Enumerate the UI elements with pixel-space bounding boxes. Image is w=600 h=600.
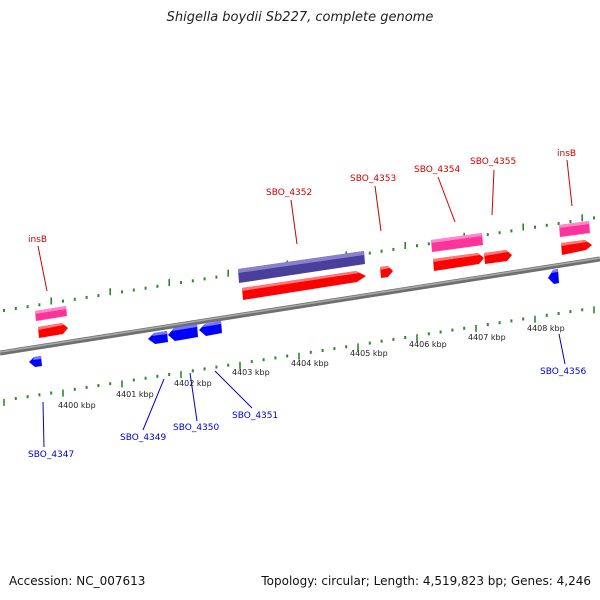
ticks-lower xyxy=(3,306,595,406)
tick-label-4407: 4407 kbp xyxy=(468,333,506,342)
gene-label-SBO_4356[interactable]: SBO_4356 xyxy=(540,367,586,377)
gene-label-SBO_4354[interactable]: SBO_4354 xyxy=(414,165,460,175)
tick-label-4408: 4408 kbp xyxy=(527,324,565,333)
tick-label-4400: 4400 kbp xyxy=(58,401,96,410)
tick-label-4403: 4403 kbp xyxy=(232,368,270,377)
gene-label-SBO_4352[interactable]: SBO_4352 xyxy=(266,188,312,198)
gene-label-insB-left[interactable]: insB xyxy=(28,235,47,245)
gene-reverse-SBO_4350[interactable] xyxy=(168,324,198,341)
pink-feature-insB-right[interactable] xyxy=(559,221,590,237)
map-title: Shigella boydii Sb227, complete genome xyxy=(166,10,434,25)
gene-label-SBO_4349[interactable]: SBO_4349 xyxy=(120,433,166,443)
gene-label-insB-right[interactable]: insB xyxy=(557,149,576,159)
gene-reverse-SBO_4351[interactable] xyxy=(199,321,222,336)
tick-label-4406: 4406 kbp xyxy=(409,340,447,349)
genome-backbone-highlight xyxy=(0,257,600,353)
gene-reverse-SBO_4356[interactable] xyxy=(548,269,559,284)
gene-forward-SBO_4354[interactable] xyxy=(433,253,484,271)
gene-forward-SBO_4355[interactable] xyxy=(484,250,512,264)
genome-backbone xyxy=(0,256,600,356)
gene-forward-insB-left[interactable] xyxy=(38,323,68,338)
gene-label-SBO_4355[interactable]: SBO_4355 xyxy=(470,157,516,167)
purple-feature-SBO_4352[interactable] xyxy=(238,251,365,283)
pink-feature-SBO_4354[interactable] xyxy=(431,233,483,252)
gene-reverse-SBO_4349[interactable] xyxy=(148,331,168,344)
gene-label-SBO_4351[interactable]: SBO_4351 xyxy=(232,411,278,421)
gene-label-SBO_4353[interactable]: SBO_4353 xyxy=(350,174,396,184)
tick-label-4401: 4401 kbp xyxy=(116,390,154,399)
gene-label-SBO_4350[interactable]: SBO_4350 xyxy=(173,423,219,433)
tick-label-4402: 4402 kbp xyxy=(174,379,212,388)
tick-label-4405: 4405 kbp xyxy=(350,349,388,358)
label-leaders xyxy=(37,159,573,448)
gene-label-SBO_4347[interactable]: SBO_4347 xyxy=(28,450,74,460)
gene-reverse-SBO_4347[interactable] xyxy=(29,356,42,367)
gene-forward-SBO_4353[interactable] xyxy=(380,266,393,278)
accession-text: Accession: NC_007613 xyxy=(9,574,146,588)
gene-forward-SBO_4352[interactable] xyxy=(242,271,366,300)
genome-info-text: Topology: circular; Length: 4,519,823 bp… xyxy=(261,574,591,588)
tick-label-4404: 4404 kbp xyxy=(291,359,329,368)
pink-feature-insB-left[interactable] xyxy=(35,306,67,321)
gene-forward-insB-right[interactable] xyxy=(561,240,592,255)
